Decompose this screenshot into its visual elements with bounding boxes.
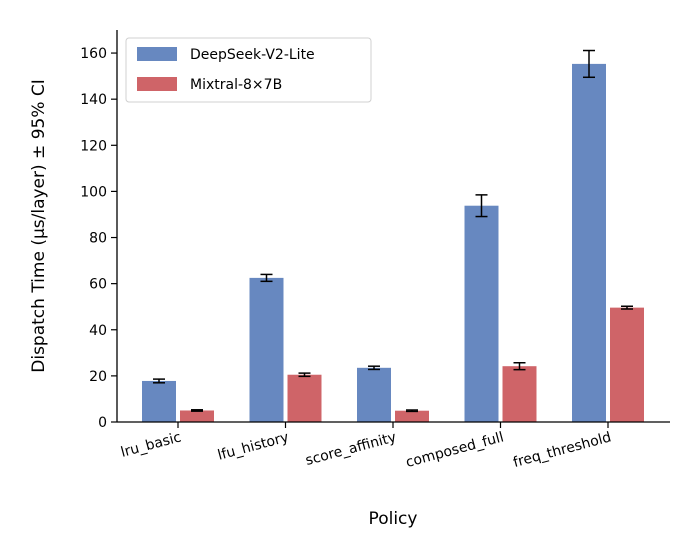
y-tick-label: 60 bbox=[89, 277, 107, 293]
x-tick-label: freq_threshold bbox=[512, 429, 614, 471]
x-tick-label: lfu_history bbox=[216, 429, 291, 463]
error-bar bbox=[260, 273, 273, 283]
error-bar bbox=[191, 409, 203, 412]
y-tick-label: 40 bbox=[89, 323, 107, 339]
y-tick-label: 140 bbox=[80, 92, 107, 108]
bar-deepseek bbox=[249, 277, 284, 422]
legend-label-mixtral: Mixtral-8×7B bbox=[190, 77, 282, 93]
error-bar bbox=[406, 409, 418, 413]
error-bar bbox=[583, 49, 595, 79]
legend-swatch-mixtral bbox=[137, 77, 177, 91]
bar-mixtral bbox=[287, 374, 322, 422]
y-tick-label: 100 bbox=[80, 184, 107, 200]
bars-layer bbox=[142, 63, 644, 422]
bar-mixtral bbox=[395, 410, 429, 422]
bar-mixtral bbox=[180, 410, 214, 422]
x-axis-title: Policy bbox=[369, 509, 418, 529]
bar-deepseek bbox=[357, 367, 391, 422]
error-bar bbox=[298, 372, 311, 378]
error-bar bbox=[153, 378, 165, 384]
error-bar bbox=[475, 194, 488, 218]
bar-mixtral bbox=[610, 307, 644, 422]
y-tick-label: 0 bbox=[98, 415, 107, 431]
y-axis-title: Dispatch Time (µs/layer) ± 95% CI bbox=[29, 79, 49, 373]
y-tick-label: 80 bbox=[89, 231, 107, 247]
y-tick-label: 20 bbox=[89, 369, 107, 385]
legend: DeepSeek-V2-Lite Mixtral-8×7B bbox=[125, 37, 372, 103]
bar-deepseek bbox=[572, 63, 606, 422]
error-bars-layer bbox=[153, 49, 633, 413]
error-bar bbox=[368, 365, 380, 371]
legend-swatch-deepseek bbox=[137, 47, 177, 61]
x-ticks: lru_basic lfu_history score_affinity compos… bbox=[119, 422, 613, 471]
y-tick-label: 160 bbox=[80, 46, 107, 62]
y-ticks: 0 20 40 60 80 100 120 140 160 bbox=[80, 46, 117, 431]
x-tick-label: lru_basic bbox=[119, 429, 183, 460]
bar-deepseek bbox=[142, 380, 176, 422]
bar-deepseek bbox=[464, 205, 499, 422]
x-tick-label: score_affinity bbox=[304, 429, 398, 469]
y-tick-label: 120 bbox=[80, 138, 107, 154]
legend-label-deepseek: DeepSeek-V2-Lite bbox=[190, 47, 315, 63]
error-bar bbox=[513, 361, 526, 371]
legend-frame bbox=[125, 37, 372, 103]
bar-mixtral bbox=[502, 366, 537, 422]
x-tick-label: composed_full bbox=[404, 429, 505, 471]
error-bar bbox=[621, 305, 633, 310]
